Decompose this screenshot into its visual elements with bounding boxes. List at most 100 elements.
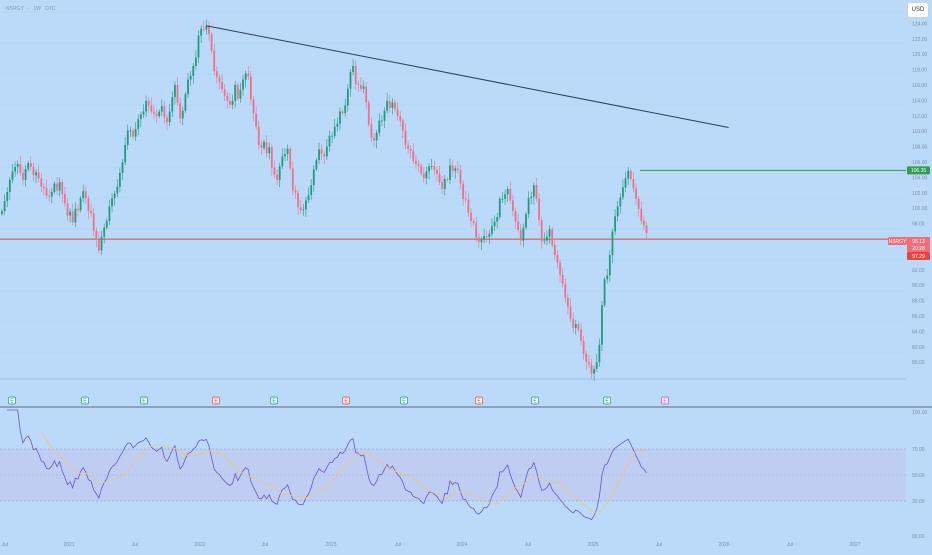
candle-body: [276, 174, 278, 180]
candle-body: [509, 188, 512, 201]
candle-body: [517, 221, 520, 230]
candle-body: [242, 79, 244, 90]
candle-body: [139, 114, 142, 120]
rsi-tick-label: 100.00: [912, 410, 928, 416]
candle-body: [98, 239, 100, 251]
candle-body: [401, 120, 404, 131]
candle-body: [187, 79, 189, 95]
rsi-tick-label: 70.00: [912, 447, 925, 453]
candle-body: [496, 217, 499, 222]
candle-body: [74, 208, 77, 223]
legend-timeframe: 1W: [33, 6, 41, 12]
candle-body: [585, 353, 588, 363]
candle-body: [514, 210, 517, 222]
candle-body: [480, 239, 483, 243]
earnings-event-marker: [475, 396, 483, 405]
candle-body: [270, 147, 273, 168]
candle-body: [294, 190, 297, 193]
candle-body: [344, 105, 347, 114]
rsi-line: [7, 409, 647, 521]
candle-body: [548, 229, 551, 237]
candle-body: [339, 111, 341, 124]
candle-body: [205, 25, 208, 30]
candle-body: [229, 100, 231, 105]
earnings-event-marker: [531, 396, 539, 405]
candle-body: [477, 237, 480, 243]
candle-body: [291, 168, 294, 191]
candle-body: [470, 212, 472, 221]
candle-body: [310, 185, 313, 196]
candle-body: [593, 368, 596, 374]
candle-body: [160, 106, 163, 112]
candle-body: [381, 120, 383, 122]
candle-body: [200, 28, 203, 36]
candle-body: [194, 57, 197, 66]
candle-body: [595, 362, 598, 369]
candle-body: [333, 126, 336, 136]
candle-body: [278, 166, 281, 180]
candle-body: [396, 109, 399, 117]
price-tick-label: 84.00: [912, 329, 925, 335]
time-axis-label: 2021: [63, 542, 74, 548]
candle-body: [273, 167, 276, 175]
candle-body: [103, 227, 106, 237]
candle-body: [218, 77, 221, 82]
candle-body: [472, 220, 475, 224]
candle-body: [325, 146, 328, 157]
price-tick-label: 118.00: [912, 68, 927, 74]
legend-source: OTC: [44, 6, 56, 12]
price-tick-label: 122.00: [912, 37, 928, 43]
candle-body: [163, 106, 166, 118]
candle-body: [483, 236, 485, 240]
price-badge: [907, 252, 930, 260]
candle-body: [352, 65, 354, 73]
earnings-event-label: E: [344, 399, 348, 405]
candle-body: [105, 220, 108, 228]
candle-body: [407, 145, 409, 149]
candle-body: [289, 148, 292, 169]
candle-body: [436, 169, 438, 174]
candle-body: [425, 171, 428, 179]
candle-body: [422, 173, 425, 179]
candle-body: [119, 173, 121, 187]
earnings-event-marker: [140, 396, 148, 405]
candle-body: [40, 178, 43, 187]
candle-body: [430, 166, 433, 167]
candle-body: [145, 100, 147, 112]
candle-body: [158, 111, 161, 117]
candle-body: [14, 166, 16, 172]
candle-body: [561, 274, 564, 284]
candle-body: [171, 97, 174, 112]
time-axis-label: 2023: [325, 542, 336, 548]
candle-body: [302, 209, 305, 211]
candle-body: [394, 102, 396, 110]
legend-exchange: ·: [27, 6, 30, 12]
candle-body: [147, 100, 150, 106]
candle-body: [69, 211, 72, 216]
candle-body: [627, 170, 630, 179]
candle-body: [532, 185, 535, 197]
candle-body: [174, 84, 176, 98]
currency-button[interactable]: USD: [907, 2, 929, 18]
candle-body: [32, 166, 35, 176]
candle-body: [580, 329, 582, 341]
candle-body: [417, 163, 420, 166]
candle-body: [111, 198, 113, 207]
candle-body: [365, 86, 368, 103]
earnings-event-marker: [81, 396, 89, 405]
candle-body: [449, 165, 451, 180]
candle-body: [155, 113, 158, 117]
candle-body: [239, 89, 242, 99]
candle-body: [1, 210, 3, 215]
rsi-tick-label: 50.00: [912, 473, 925, 479]
earnings-event-label: E: [10, 399, 14, 405]
price-tick-label: 82.00: [912, 345, 925, 351]
candle-body: [37, 172, 40, 179]
candle-body: [134, 128, 137, 137]
price-tick-label: 88.00: [912, 299, 925, 305]
rsi-tick-label: 00.00: [912, 534, 925, 540]
candle-body: [643, 220, 645, 226]
candle-body: [459, 169, 462, 184]
candle-body: [629, 170, 632, 180]
